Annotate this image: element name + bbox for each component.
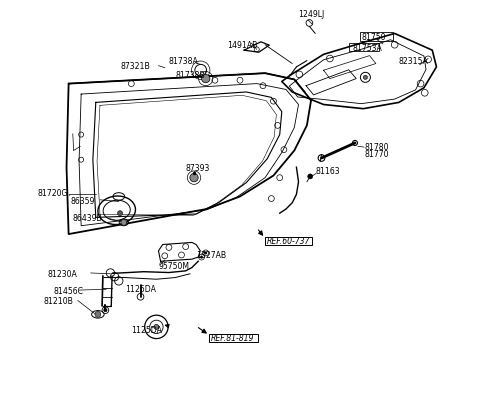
Text: 1327AB: 1327AB [196, 251, 226, 260]
Text: 81163: 81163 [315, 167, 340, 176]
Text: 1125DA: 1125DA [125, 285, 156, 294]
Circle shape [154, 324, 159, 329]
Text: 95750M: 95750M [158, 262, 190, 271]
Text: 81738B: 81738B [175, 71, 205, 80]
Circle shape [308, 174, 313, 179]
Text: REF.60-737: REF.60-737 [267, 237, 311, 246]
Text: REF.81-819: REF.81-819 [211, 334, 254, 343]
Circle shape [363, 75, 368, 79]
Text: 81738A: 81738A [169, 57, 199, 66]
Text: 81780: 81780 [365, 143, 389, 152]
Circle shape [95, 311, 101, 317]
Text: 81720G: 81720G [37, 189, 68, 199]
Text: 1125DA: 1125DA [132, 326, 162, 335]
Circle shape [118, 211, 122, 216]
Text: 81753A: 81753A [353, 43, 383, 53]
Circle shape [200, 256, 203, 258]
Text: 1491AB: 1491AB [228, 41, 258, 51]
Text: 87321B: 87321B [121, 61, 151, 71]
Circle shape [202, 74, 210, 83]
Circle shape [190, 173, 198, 182]
Circle shape [104, 308, 107, 312]
Text: 82315A: 82315A [399, 57, 429, 66]
Text: 81456C: 81456C [54, 287, 84, 296]
Circle shape [204, 252, 207, 254]
Text: 81230A: 81230A [48, 270, 77, 279]
Text: 81770: 81770 [365, 150, 389, 159]
Text: 1249LJ: 1249LJ [299, 10, 325, 19]
Circle shape [121, 219, 127, 225]
Text: 81210B: 81210B [44, 297, 73, 306]
Text: 86359: 86359 [71, 197, 95, 206]
Text: 81750: 81750 [361, 33, 386, 42]
Text: 86439B: 86439B [73, 214, 103, 223]
Text: 87393: 87393 [186, 163, 210, 173]
